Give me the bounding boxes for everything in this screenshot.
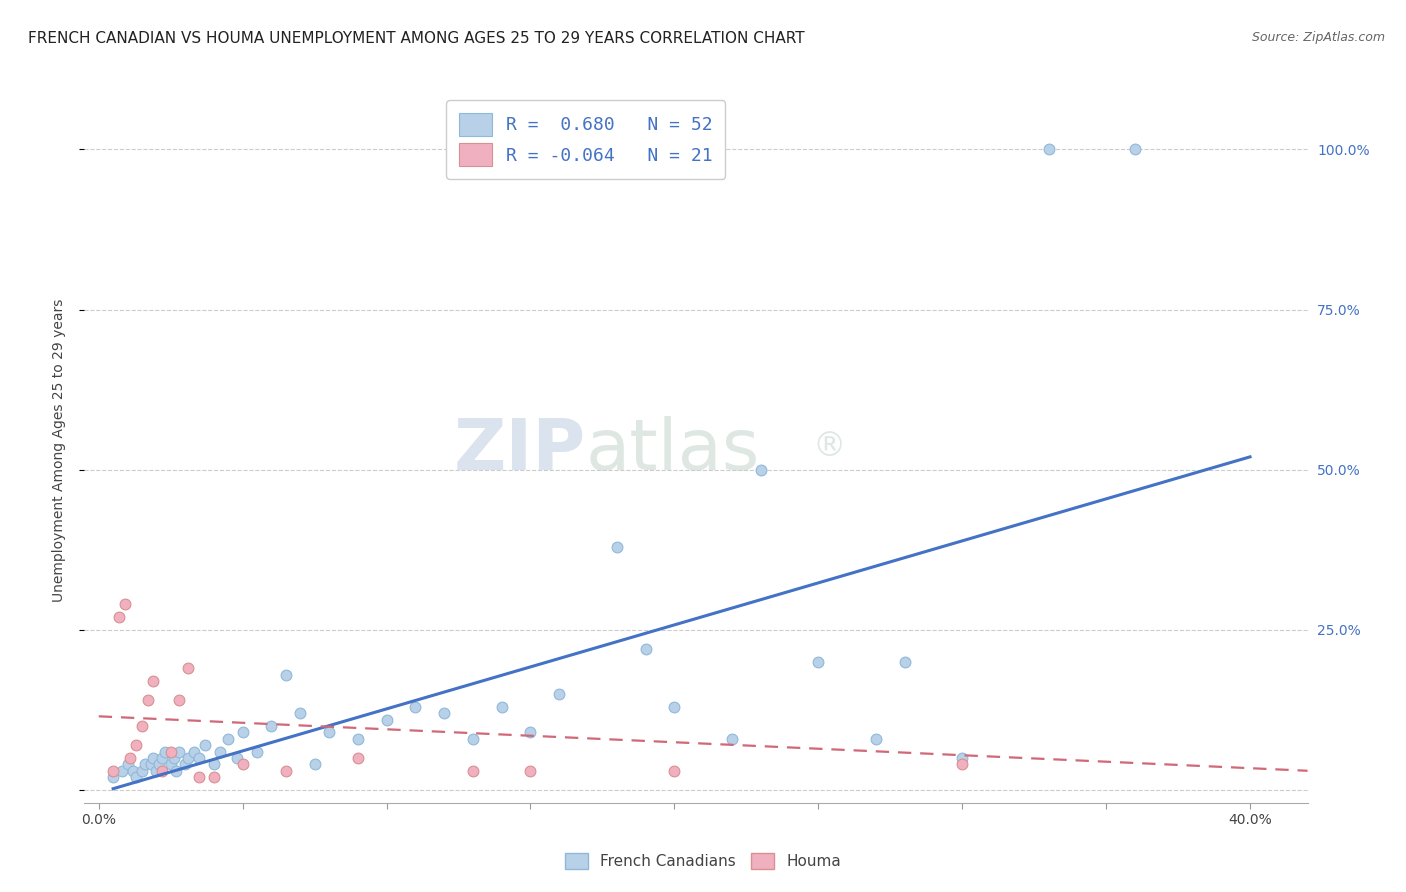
- Point: [131, 764, 153, 778]
- Text: Source: ZipAtlas.com: Source: ZipAtlas.com: [1251, 31, 1385, 45]
- Point: [721, 731, 744, 746]
- Point: [202, 757, 225, 772]
- Point: [664, 764, 686, 778]
- Point: [225, 751, 247, 765]
- Point: [169, 693, 191, 707]
- Point: [404, 699, 426, 714]
- Point: [142, 674, 165, 689]
- Legend: French Canadians, Houma: French Canadians, Houma: [558, 847, 848, 875]
- Point: [433, 706, 456, 720]
- Point: [519, 725, 541, 739]
- Point: [177, 661, 200, 675]
- Point: [1123, 142, 1146, 156]
- Point: [150, 751, 173, 765]
- Point: [202, 770, 225, 784]
- Text: FRENCH CANADIAN VS HOUMA UNEMPLOYMENT AMONG AGES 25 TO 29 YEARS CORRELATION CHAR: FRENCH CANADIAN VS HOUMA UNEMPLOYMENT AM…: [28, 31, 804, 46]
- Point: [304, 757, 326, 772]
- Point: [274, 764, 297, 778]
- Point: [461, 731, 484, 746]
- Point: [519, 764, 541, 778]
- Point: [290, 706, 312, 720]
- Point: [101, 764, 124, 778]
- Point: [893, 655, 915, 669]
- Point: [634, 642, 657, 657]
- Point: [188, 751, 211, 765]
- Point: [260, 719, 283, 733]
- Y-axis label: Unemployment Among Ages 25 to 29 years: Unemployment Among Ages 25 to 29 years: [52, 299, 66, 602]
- Point: [166, 764, 188, 778]
- Point: [246, 745, 269, 759]
- Point: [346, 751, 368, 765]
- Point: [153, 745, 176, 759]
- Point: [461, 764, 484, 778]
- Text: ZIP: ZIP: [454, 416, 586, 485]
- Point: [375, 713, 398, 727]
- Point: [120, 751, 142, 765]
- Point: [274, 667, 297, 681]
- Point: [183, 745, 205, 759]
- Point: [148, 757, 170, 772]
- Point: [162, 751, 184, 765]
- Point: [346, 731, 368, 746]
- Point: [188, 770, 211, 784]
- Point: [159, 745, 181, 759]
- Point: [548, 687, 571, 701]
- Point: [491, 699, 513, 714]
- Point: [111, 764, 134, 778]
- Point: [150, 764, 173, 778]
- Point: [194, 738, 217, 752]
- Point: [950, 751, 973, 765]
- Point: [664, 699, 686, 714]
- Point: [117, 757, 139, 772]
- Point: [142, 751, 165, 765]
- Point: [232, 725, 254, 739]
- Point: [865, 731, 887, 746]
- Point: [134, 757, 156, 772]
- Text: atlas: atlas: [586, 416, 761, 485]
- Point: [177, 751, 200, 765]
- Point: [950, 757, 973, 772]
- Point: [169, 745, 191, 759]
- Point: [606, 540, 628, 554]
- Point: [125, 738, 148, 752]
- Point: [159, 757, 181, 772]
- Point: [131, 719, 153, 733]
- Point: [749, 463, 772, 477]
- Point: [145, 764, 167, 778]
- Point: [232, 757, 254, 772]
- Point: [114, 597, 136, 611]
- Point: [318, 725, 340, 739]
- Point: [807, 655, 830, 669]
- Point: [122, 764, 145, 778]
- Point: [139, 757, 162, 772]
- Point: [136, 693, 159, 707]
- Point: [208, 745, 231, 759]
- Point: [125, 770, 148, 784]
- Point: [174, 757, 197, 772]
- Point: [108, 610, 131, 624]
- Text: ®: ®: [813, 431, 845, 464]
- Point: [101, 770, 124, 784]
- Legend: R =  0.680   N = 52, R = -0.064   N = 21: R = 0.680 N = 52, R = -0.064 N = 21: [447, 100, 725, 179]
- Point: [217, 731, 239, 746]
- Point: [1038, 142, 1060, 156]
